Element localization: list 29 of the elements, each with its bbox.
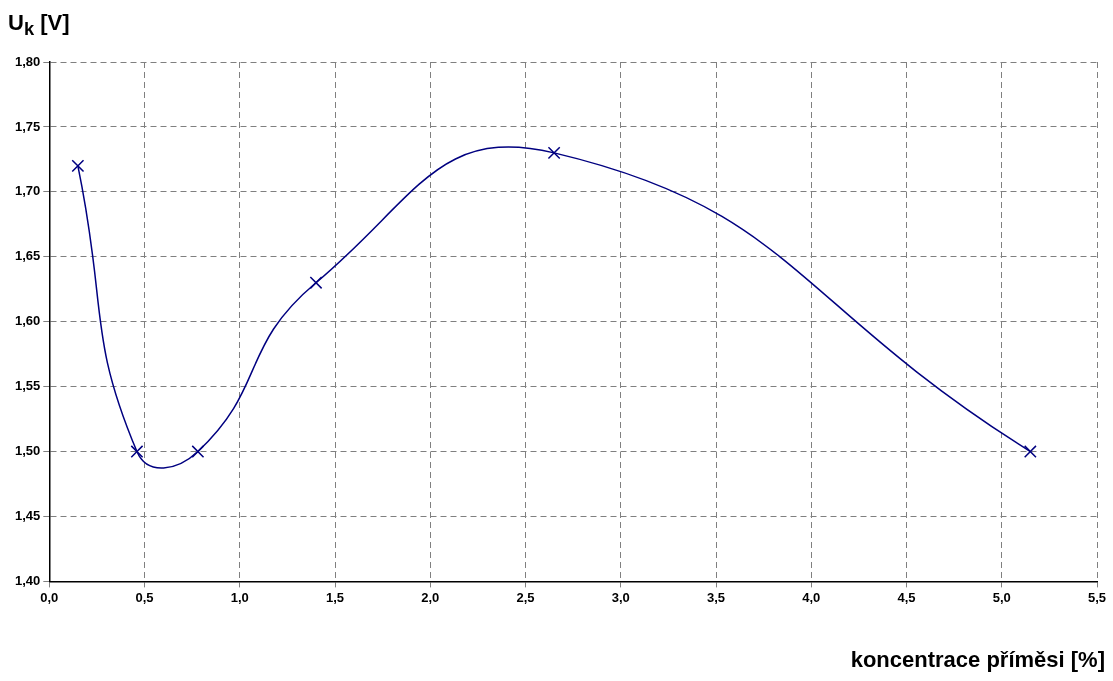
x-tick-label: 5,0 [992,589,1011,605]
x-tick-label: 4,5 [897,589,916,605]
y-tick-label: 1,70 [14,183,41,199]
y-tick-label: 1,55 [14,378,41,394]
x-tick-label: 3,5 [706,589,726,605]
y-tick-label: 1,50 [14,443,41,459]
point [1023,445,1037,458]
y-tick-label: 1,65 [14,248,41,264]
x-tick-label: 4,0 [802,589,821,605]
point [547,146,561,160]
x-tick-label: 0,0 [40,589,59,605]
x-tick-label: 1,0 [230,589,249,605]
point [191,445,205,458]
point [309,276,323,290]
y-tick-label: 1,40 [14,572,41,588]
y-tick-label: 1,60 [14,313,41,329]
x-tick-label: 3,0 [611,589,630,605]
x-tick-label: 1,5 [326,589,345,605]
x-axis-title: koncentrace příměsi [%] [850,647,1105,673]
x-tick-label: 2,0 [421,589,440,605]
x-tick-label: 2,5 [516,589,535,605]
x-tick-label: 5,5 [1087,589,1107,605]
y-tick-label: 1,80 [14,53,41,69]
point [130,445,144,458]
point [71,159,85,173]
y-axis-title: U$_{k}$ [V] [8,10,70,41]
x-tick-label: 0,5 [135,589,154,605]
y-tick-label: 1,75 [14,118,41,134]
y-tick-label: 1,45 [14,508,41,524]
